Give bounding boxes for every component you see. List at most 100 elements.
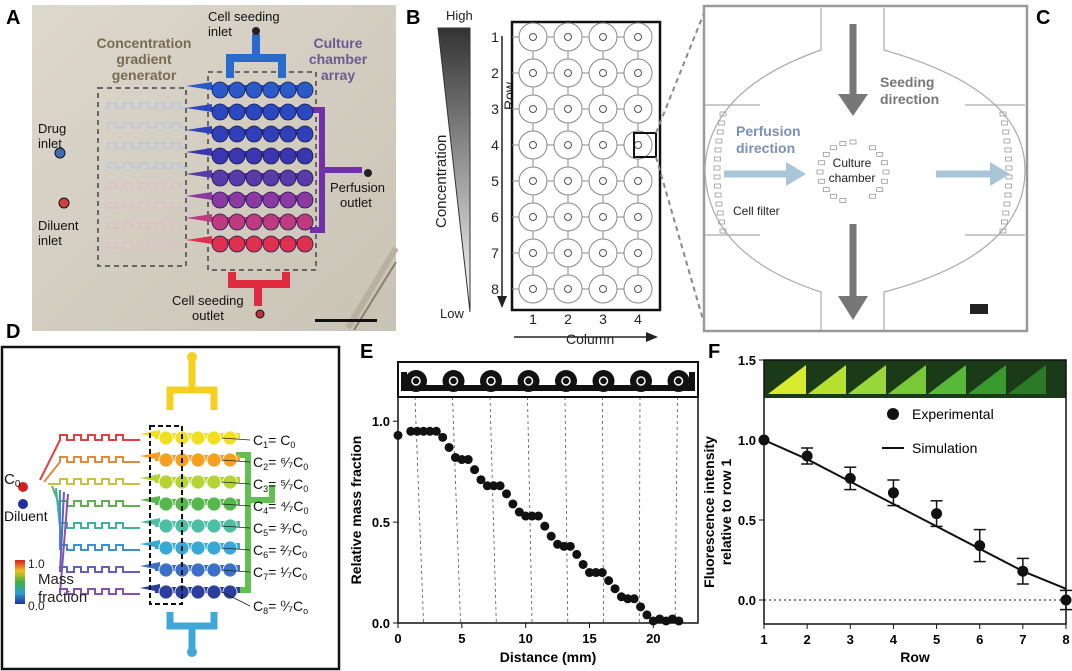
inner-filter-post: [822, 187, 830, 193]
left-filter-post: [715, 201, 723, 207]
row-number-7: 7: [491, 245, 499, 261]
x-tick-label-f: 8: [1062, 632, 1069, 647]
seeding-outlet-label-1: Cell seeding: [172, 293, 244, 308]
schematic-chamber-5: [555, 370, 577, 392]
perfusion-outlet-port: [364, 169, 372, 177]
fluorescence-wedge-1: [768, 365, 806, 394]
chamber-center-r7-c3: [599, 249, 607, 257]
photo-chamber-r7-c3: [245, 213, 263, 231]
inner-filter-post: [876, 151, 884, 157]
cca-label-3: array: [321, 67, 355, 83]
fluorescence-wedge-3: [848, 365, 886, 394]
right-filter-post: [1003, 201, 1011, 207]
right-filter-post: [1002, 129, 1010, 135]
x-tick-label-e: 5: [458, 631, 465, 646]
schematic-chamber-4: [517, 370, 540, 392]
chamber-center-r6-c4: [634, 213, 642, 221]
right-filter-post: [999, 228, 1007, 234]
chamber-center-r1-c3: [599, 33, 607, 41]
schematic-chamber-core-3: [486, 376, 496, 386]
row-inlet-wedge-4: [186, 148, 212, 156]
sim-chamber-r3-c1: [158, 474, 174, 490]
seeding-inlet-label-2: inlet: [208, 24, 232, 39]
data-point-e-19: [514, 507, 524, 517]
row-inlet-wedge-1: [186, 82, 212, 90]
data-point-e-4: [419, 426, 429, 436]
zoom-line-bottom: [655, 156, 707, 331]
chamber-center-r8-c4: [634, 285, 642, 293]
right-filter-post: [999, 111, 1007, 117]
schematic-chamber-core-7: [636, 376, 646, 386]
sim-chamber-r4-c4: [206, 496, 222, 512]
row-number-3: 3: [491, 101, 499, 117]
mixing-channel-3: [107, 142, 188, 149]
cgg-label-1: Concentration: [97, 35, 192, 51]
data-point-e-20: [521, 511, 531, 521]
diluent-inlet-label-2: inlet: [38, 233, 62, 248]
data-point-e-8: [444, 442, 454, 452]
y-tick-label-f: 0.5: [738, 513, 756, 528]
photo-chamber-r6-c2: [228, 191, 246, 209]
photo-chamber-r3-c3: [245, 125, 263, 143]
y-axis-label-f-2: relative to row 1: [718, 458, 734, 565]
photo-chamber-r6-c6: [296, 191, 314, 209]
photo-chamber-r6-c4: [262, 191, 280, 209]
photo-chamber-r3-c5: [279, 125, 297, 143]
mixing-channel-7: [107, 222, 188, 229]
chamber-guide-5: [564, 396, 569, 624]
left-filter-post: [719, 111, 727, 117]
inner-filter-post: [822, 151, 830, 157]
photo-chamber-r1-c2: [228, 81, 246, 99]
inner-filter-post: [818, 178, 826, 184]
right-filter-post: [1005, 165, 1013, 171]
y-tick-label-e: 0.0: [372, 616, 390, 631]
photo-chamber-r3-c2: [228, 125, 246, 143]
chamber-outline: [704, 8, 1026, 330]
chamber-center-r3-c3: [599, 105, 607, 113]
photo-chamber-r2-c1: [211, 103, 229, 121]
seeding-arrow-bottom-head: [838, 296, 868, 320]
sim-chamber-r3-c3: [190, 474, 206, 490]
photo-chamber-r8-c2: [228, 235, 246, 253]
low-label: Low: [440, 306, 464, 321]
chamber-center-r3-c2: [564, 105, 572, 113]
data-point-e-38: [636, 602, 646, 612]
zoom-selection-box: [633, 132, 657, 158]
inner-filter-post: [880, 160, 888, 166]
experimental-point-4: [887, 487, 899, 499]
perfusion-arrow-right-head: [990, 162, 1010, 186]
panel-d-letter: D: [6, 321, 20, 343]
left-filter-post: [714, 192, 722, 198]
chamber-center-r1-c4: [634, 33, 642, 41]
photo-chamber-r8-c3: [245, 235, 263, 253]
panel-c: C Seeding direction Perfusion direction …: [702, 4, 1050, 333]
chamber-center-r4-c2: [564, 141, 572, 149]
chamber-guide-6: [602, 396, 604, 624]
sim-chamber-r1-c4: [206, 430, 222, 446]
panel-b: B High Low Concentration Row Column 1234…: [406, 7, 707, 347]
panel-f: F 1 2 3 4 5 6 7 8 0.0 0.5 1.0 1.5 Row Fluorescence in…: [701, 341, 1072, 665]
photo-chamber-r1-c1: [211, 81, 229, 99]
data-point-e-7: [438, 432, 448, 442]
photo-chamber-r1-c4: [262, 81, 280, 99]
left-filter-post: [718, 120, 725, 126]
photo-chamber-r7-c2: [228, 213, 246, 231]
sim-inlet-port: [187, 352, 197, 362]
chamber-center-r5-c1: [529, 177, 537, 185]
inlet-channel: [226, 34, 286, 78]
c0-inlet-dot: [18, 482, 28, 492]
column-arrow-head: [646, 332, 658, 342]
x-tick-label-f: 1: [760, 632, 767, 647]
row-number-2: 2: [491, 65, 499, 81]
high-label: High: [446, 8, 473, 23]
sim-chamber-r6-c4: [206, 540, 222, 556]
seeding-inlet-port: [252, 27, 260, 35]
cell-filter-label: Cell filter: [733, 204, 780, 218]
perfusion-channel: [310, 107, 362, 233]
row-arrow-head: [497, 296, 507, 308]
sim-chamber-r5-c3: [190, 518, 206, 534]
right-filter-post: [1001, 120, 1008, 126]
fluorescence-wedge-2: [808, 365, 846, 394]
left-filter-post: [716, 129, 724, 135]
